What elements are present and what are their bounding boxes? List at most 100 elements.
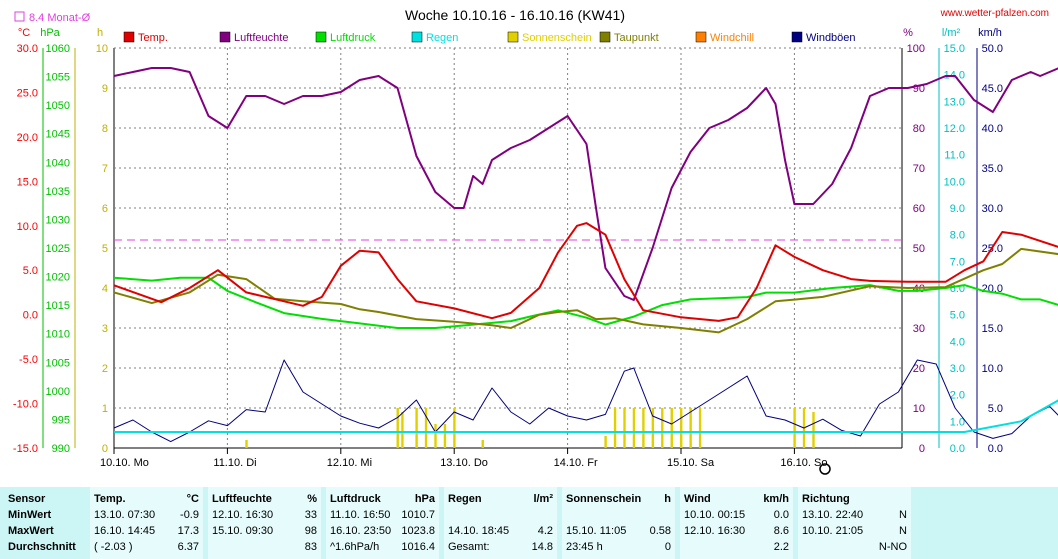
summary-wind-time: 10.10. 00:15: [684, 509, 746, 521]
humidity-axis-tick-label: 10: [913, 403, 925, 415]
chart-title: Woche 10.10.16 - 16.10.16 (KW41): [405, 7, 625, 23]
summary-pressure-value: 1010.7: [401, 509, 435, 521]
summary-row-label: MinWert: [8, 509, 52, 521]
chart-marks: [113, 67, 1058, 448]
sunshine-axis-tick-label: 2: [102, 363, 108, 375]
humidity-axis-tick-label: 100: [907, 43, 925, 55]
sunshine-bar: [623, 408, 626, 448]
summary-rain-value: 14.8: [531, 541, 553, 553]
rain-line: [114, 399, 1058, 433]
temp-axis-tick-label: -15.0: [13, 443, 38, 455]
pressure-axis-tick-label: 995: [52, 414, 70, 426]
summary-wind-value: 2.2: [773, 541, 789, 553]
rain-axis-unit: l/m²: [942, 27, 961, 39]
pressure-axis-tick-label: 1025: [46, 243, 70, 255]
summary-unit-pressure: hPa: [414, 493, 435, 505]
summary-rain-time: 14.10. 18:45: [448, 525, 510, 537]
summary-temp-value: 6.37: [177, 541, 199, 553]
summary-sunshine-value: 0.58: [649, 525, 671, 537]
summary-col-humidity: [208, 487, 321, 559]
summary-table: Sensor MinWert MaxWert Durchschnitt Temp. °C 1…: [0, 487, 1058, 559]
summary-humidity-time: 15.10. 09:30: [212, 525, 274, 537]
summary-sunshine-time: 15.10. 11:05: [566, 525, 627, 537]
wind-axis-unit: km/h: [978, 27, 1002, 39]
website-link[interactable]: www.wetter-pfalzen.com: [940, 8, 1049, 19]
pressure-axis-tick-label: 1050: [46, 100, 70, 112]
pressure-axis-tick-label: 1035: [46, 186, 70, 198]
pressure-axis-tick-label: 1000: [46, 386, 70, 398]
pressure-line: [113, 276, 1058, 329]
summary-sunshine-value: 0: [664, 541, 671, 553]
sunshine-bar: [642, 408, 645, 448]
summary-wind-time: 12.10. 16:30: [684, 525, 746, 537]
summary-unit-rain: l/m²: [533, 493, 553, 505]
summary-col-sunshine: [562, 487, 675, 559]
legend-label-rain: Regen: [426, 32, 458, 44]
temp-line: [113, 222, 1058, 322]
humidity-axis-tick-label: 0: [919, 443, 925, 455]
summary-direction-value: N: [899, 509, 907, 521]
summary-header-humidity: Luftfeuchte: [212, 493, 272, 505]
rain-axis-tick-label: 5.0: [950, 310, 965, 322]
wind-axis-tick-label: 50.0: [982, 43, 1003, 55]
summary-direction-value: N: [899, 525, 907, 537]
sunshine-bar: [812, 412, 815, 448]
humidity-axis-unit: %: [903, 27, 913, 39]
summary-wind-value: 8.6: [773, 525, 789, 537]
x-tick-label: 16.10. So: [780, 457, 827, 469]
chart-axes: 10.10. Mo 11.10. Di 12.10. Mi 13.10. Do 14.1…: [13, 27, 1003, 469]
summary-pressure-value: 1016.4: [401, 541, 435, 553]
summary-pressure-time: 11.10. 16:50: [330, 509, 391, 521]
summary-header-wind: Wind: [684, 493, 711, 505]
sunshine-bar: [661, 408, 664, 448]
legend-swatch-temp: [123, 31, 135, 43]
summary-sunshine-time: 23:45 h: [566, 541, 603, 553]
sunshine-axis-tick-label: 3: [102, 323, 108, 335]
sunshine-axis-unit: h: [97, 27, 103, 39]
sunshine-axis-tick-label: 10: [96, 43, 108, 55]
pressure-axis-tick-label: 1045: [46, 129, 70, 141]
summary-header-sunshine: Sonnenschein: [566, 493, 642, 505]
wind-axis-tick-label: 5.0: [988, 403, 1003, 415]
temp-axis-tick-label: 5.0: [23, 265, 38, 277]
summary-temp-value: -0.9: [180, 509, 199, 521]
wind-axis-tick-label: 40.0: [982, 123, 1003, 135]
legend-swatch-humidity: [219, 31, 231, 43]
rain-axis-tick-label: 10.0: [944, 176, 965, 188]
sunshine-axis-tick-label: 0: [102, 443, 108, 455]
summary-pressure-value: 1023.8: [401, 525, 435, 537]
temp-axis-tick-label: 0.0: [23, 310, 38, 322]
pressure-axis-tick-label: 1020: [46, 272, 70, 284]
sunshine-axis-tick-label: 7: [102, 163, 108, 175]
sunshine-bar: [245, 440, 248, 448]
summary-temp-time: ( -2.03 ): [94, 541, 133, 553]
summary-header-rain: Regen: [448, 493, 482, 505]
summary-unit-wind: km/h: [763, 493, 789, 505]
humidity-axis-tick-label: 30: [913, 323, 925, 335]
monthly-avg-marker-icon: [14, 11, 25, 22]
summary-humidity-value: 33: [304, 509, 317, 521]
sunshine-bar: [680, 408, 683, 448]
sunshine-bar: [424, 408, 428, 448]
legend-swatch-dewpoint: [599, 31, 611, 43]
humidity-axis-tick-label: 20: [913, 363, 925, 375]
summary-col-direction: [798, 487, 911, 559]
pressure-axis-tick-label: 1060: [46, 43, 70, 55]
summary-unit-temp: °C: [186, 493, 199, 505]
rain-axis-tick-label: 9.0: [950, 203, 965, 215]
summary-header-direction: Richtung: [802, 493, 850, 505]
legend-swatch-sunshine: [507, 31, 519, 43]
weather-chart: 10.10. Mo 11.10. Di 12.10. Mi 13.10. Do 14.1…: [12, 7, 1058, 475]
wind-axis-tick-label: 0.0: [988, 443, 1003, 455]
rain-axis-tick-label: 4.0: [950, 336, 965, 348]
summary-wind-value: 0.0: [773, 509, 789, 521]
gust-line: [113, 359, 1058, 443]
legend-swatch-gust: [791, 31, 803, 43]
pressure-axis-tick-label: 1030: [46, 214, 70, 226]
legend-label-pressure: Luftdruck: [330, 32, 376, 44]
summary-direction-time: 10.10. 21:05: [802, 525, 864, 537]
humidity-axis-tick-label: 50: [913, 243, 925, 255]
x-tick-label: 13.10. Do: [440, 457, 488, 469]
summary-unit-sunshine: h: [664, 493, 671, 505]
summary-humidity-value: 83: [304, 541, 317, 553]
